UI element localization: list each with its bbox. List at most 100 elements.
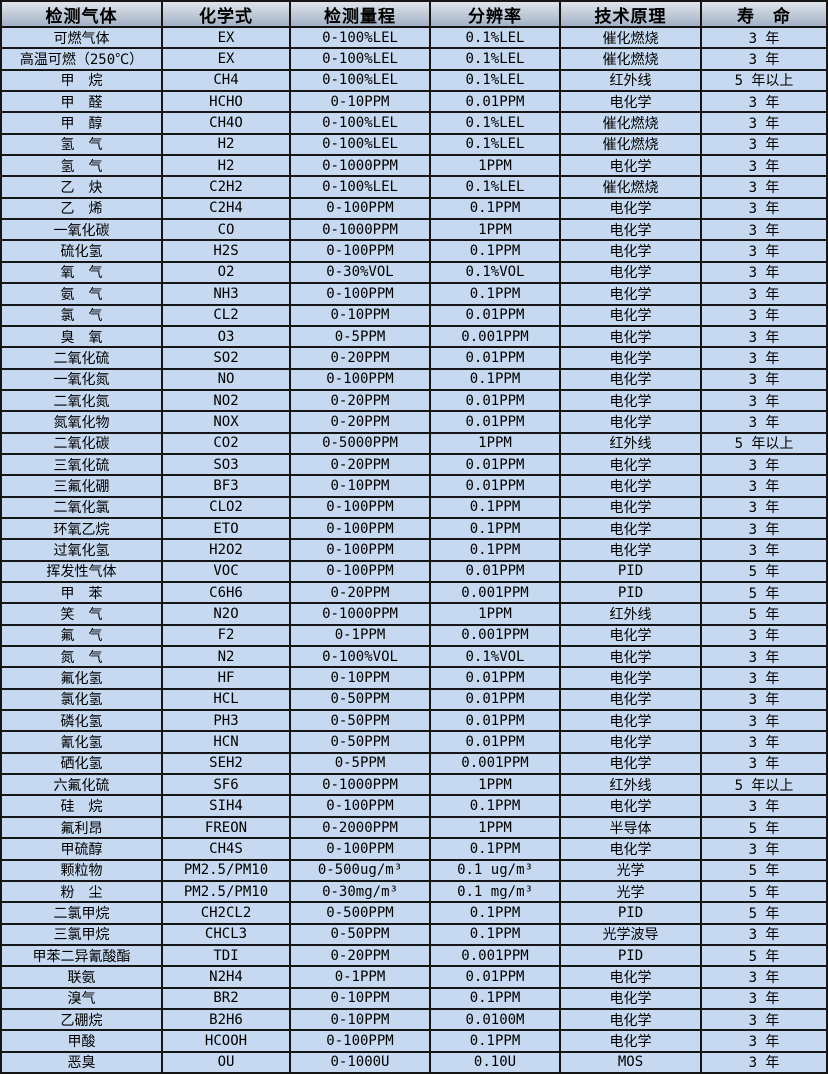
cell-lifespan: 5 年 (702, 903, 828, 925)
cell-lifespan: 3 年 (702, 988, 828, 1010)
cell-resolution: 0.1PPM (431, 924, 561, 946)
cell-formula: H2 (163, 156, 291, 178)
cell-gas-name: 乙 炔 (2, 177, 163, 199)
column-header-resolution: 分辨率 (431, 2, 561, 28)
cell-range: 0-1000PPM (291, 775, 431, 797)
cell-resolution: 0.1%LEL (431, 28, 561, 50)
cell-range: 0-100%LEL (291, 28, 431, 50)
cell-formula: N2O (163, 604, 291, 626)
cell-gas-name: 乙 烯 (2, 198, 163, 221)
cell-principle: 电化学 (561, 689, 702, 712)
cell-range: 0-500ug/m³ (291, 860, 431, 882)
cell-lifespan: 3 年 (702, 1031, 828, 1053)
cell-gas-name: 甲硫醇 (2, 839, 163, 861)
cell-principle: MOS (561, 1052, 702, 1074)
cell-principle: 电化学 (561, 241, 702, 263)
cell-resolution: 0.001PPM (431, 326, 561, 349)
cell-formula: NH3 (163, 284, 291, 306)
cell-lifespan: 5 年以上 (702, 433, 828, 455)
cell-lifespan: 5 年 (702, 860, 828, 882)
cell-formula: SO3 (163, 454, 291, 477)
cell-gas-name: 一氧化碳 (2, 220, 163, 242)
cell-range: 0-20PPM (291, 390, 431, 413)
cell-range: 0-20PPM (291, 412, 431, 434)
cell-formula: F2 (163, 625, 291, 648)
cell-resolution: 0.1PPM (431, 903, 561, 925)
cell-lifespan: 3 年 (702, 241, 828, 263)
cell-formula: H2O2 (163, 540, 291, 562)
cell-gas-name: 六氟化硫 (2, 775, 163, 797)
cell-gas-name: 氟化氢 (2, 668, 163, 690)
cell-principle: 半导体 (561, 817, 702, 840)
cell-formula: CH4O (163, 113, 291, 135)
cell-lifespan: 3 年 (702, 113, 828, 135)
cell-lifespan: 5 年 (702, 583, 828, 605)
cell-lifespan: 3 年 (702, 476, 828, 498)
cell-lifespan: 3 年 (702, 1009, 828, 1032)
cell-resolution: 0.1PPM (431, 540, 561, 562)
cell-resolution: 0.1%LEL (431, 49, 561, 71)
cell-principle: 催化燃烧 (561, 28, 702, 50)
cell-resolution: 0.1PPM (431, 1031, 561, 1053)
cell-principle: 电化学 (561, 454, 702, 477)
cell-principle: 电化学 (561, 220, 702, 242)
cell-formula: C6H6 (163, 583, 291, 605)
cell-formula: NOX (163, 412, 291, 434)
cell-gas-name: 三氧化硫 (2, 454, 163, 477)
cell-gas-name: 磷化氢 (2, 711, 163, 733)
cell-range: 0-1000PPM (291, 604, 431, 626)
cell-principle: 电化学 (561, 476, 702, 498)
cell-formula: SF6 (163, 775, 291, 797)
cell-gas-name: 笑 气 (2, 604, 163, 626)
cell-gas-name: 环氧乙烷 (2, 518, 163, 541)
cell-range: 0-10PPM (291, 92, 431, 114)
cell-gas-name: 三氯甲烷 (2, 924, 163, 946)
cell-lifespan: 5 年 (702, 945, 828, 968)
cell-range: 0-10PPM (291, 476, 431, 498)
cell-lifespan: 3 年 (702, 92, 828, 114)
cell-lifespan: 3 年 (702, 454, 828, 477)
cell-range: 0-100PPM (291, 497, 431, 519)
cell-lifespan: 3 年 (702, 134, 828, 157)
cell-resolution: 0.0100M (431, 1009, 561, 1032)
cell-gas-name: 恶臭 (2, 1052, 163, 1074)
cell-range: 0-5PPM (291, 753, 431, 776)
cell-lifespan: 3 年 (702, 732, 828, 754)
column-header-lifespan: 寿 命 (702, 2, 828, 28)
cell-lifespan: 3 年 (702, 284, 828, 306)
cell-resolution: 0.1PPM (431, 497, 561, 519)
cell-resolution: 0.01PPM (431, 967, 561, 989)
cell-principle: 光学 (561, 860, 702, 882)
cell-range: 0-1000PPM (291, 220, 431, 242)
cell-lifespan: 3 年 (702, 220, 828, 242)
cell-principle: 电化学 (561, 668, 702, 690)
cell-lifespan: 3 年 (702, 348, 828, 370)
cell-lifespan: 3 年 (702, 967, 828, 989)
cell-gas-name: 三氟化硼 (2, 476, 163, 498)
cell-lifespan: 3 年 (702, 1052, 828, 1074)
cell-principle: 光学波导 (561, 924, 702, 946)
cell-formula: SEH2 (163, 753, 291, 776)
cell-resolution: 0.1PPM (431, 198, 561, 221)
cell-range: 0-100%LEL (291, 49, 431, 71)
cell-lifespan: 5 年以上 (702, 70, 828, 93)
cell-range: 0-10PPM (291, 305, 431, 327)
cell-resolution: 0.01PPM (431, 348, 561, 370)
cell-resolution: 0.1%LEL (431, 177, 561, 199)
cell-lifespan: 3 年 (702, 156, 828, 178)
cell-resolution: 0.001PPM (431, 945, 561, 968)
cell-resolution: 1PPM (431, 604, 561, 626)
cell-formula: OU (163, 1052, 291, 1074)
cell-range: 0-50PPM (291, 689, 431, 712)
cell-lifespan: 3 年 (702, 540, 828, 562)
cell-range: 0-100PPM (291, 241, 431, 263)
cell-principle: 电化学 (561, 967, 702, 989)
cell-resolution: 0.1PPM (431, 241, 561, 263)
cell-gas-name: 甲苯二异氰酸酯 (2, 945, 163, 968)
cell-principle: 催化燃烧 (561, 49, 702, 71)
cell-lifespan: 3 年 (702, 518, 828, 541)
cell-principle: 光学 (561, 881, 702, 904)
cell-range: 0-100PPM (291, 284, 431, 306)
cell-gas-name: 氨 气 (2, 284, 163, 306)
